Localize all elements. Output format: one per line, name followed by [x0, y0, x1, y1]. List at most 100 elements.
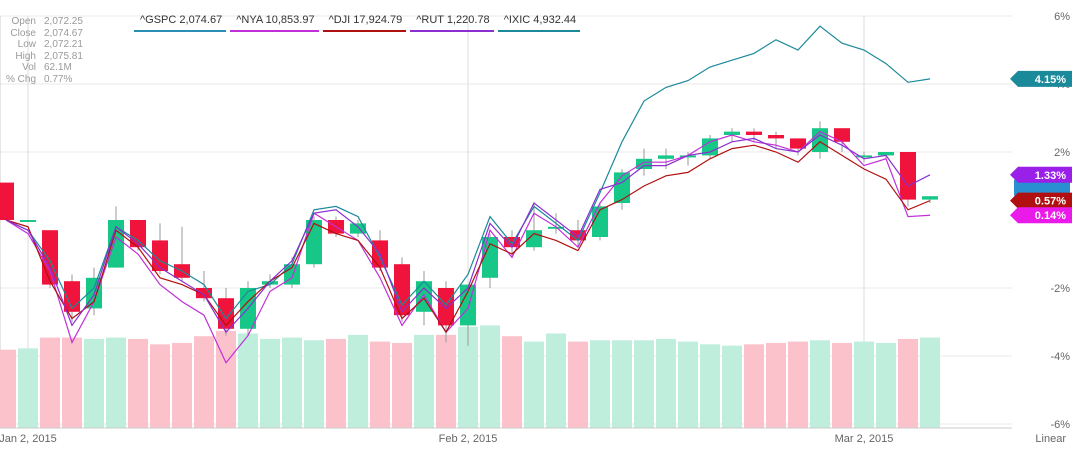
volume-bar	[0, 349, 16, 428]
price-tag: 4.15%	[1010, 70, 1072, 87]
ohlc-label: Open	[11, 16, 36, 27]
price-tag-label: 0.57%	[1035, 196, 1066, 208]
volume-bar	[920, 337, 940, 428]
candle-body	[284, 264, 300, 285]
volume-bar	[392, 342, 412, 428]
ohlc-value: 0.77%	[44, 73, 73, 85]
ohlc-row-low: Low 2,072.21	[4, 39, 83, 51]
x-tick-label: Jan 2, 2015	[0, 433, 57, 445]
candle-body	[878, 152, 894, 156]
series-line-dji	[5, 141, 931, 334]
y-tick-label: -6%	[1050, 419, 1070, 431]
candle-body	[350, 223, 366, 234]
volume-bar	[546, 333, 566, 428]
price-tags: 4.15% 1.33% 0.57% 0.14%	[1010, 70, 1072, 224]
volume-bar	[238, 333, 258, 428]
candle-body	[702, 138, 718, 156]
legend-item-rut[interactable]: ^RUT 1,220.78	[410, 12, 494, 32]
candle-body	[504, 237, 520, 248]
candle-body	[482, 237, 498, 278]
volume-bar	[436, 334, 456, 428]
volume-bar	[326, 338, 346, 428]
candle-body	[570, 230, 586, 241]
x-tick-label: Mar 2, 2015	[835, 433, 894, 445]
volume-bar	[700, 344, 720, 428]
price-tag-shape	[1010, 70, 1072, 87]
volume-bar	[458, 326, 478, 428]
legend-item-dji[interactable]: ^DJI 17,924.79	[322, 12, 407, 32]
candle-body	[0, 182, 14, 220]
volume-bar	[260, 338, 280, 428]
candle-body	[768, 135, 784, 139]
volume-bar	[414, 334, 434, 428]
series-line-rut	[5, 134, 931, 334]
candle-body	[20, 220, 36, 222]
volume-bar	[766, 342, 786, 428]
volume-bar	[128, 338, 148, 428]
volume-bar	[150, 344, 170, 428]
ohlc-row-high: High 2,075.81	[4, 51, 83, 63]
volume-bar	[194, 336, 214, 428]
price-tag-shape	[1010, 166, 1072, 183]
candle-body	[790, 138, 806, 149]
volume-bar	[590, 340, 610, 428]
candle-body	[592, 206, 608, 237]
candle-body	[724, 131, 740, 135]
y-tick-label: -4%	[1050, 351, 1070, 363]
volume-bar	[480, 325, 500, 428]
y-tick-label: 6%	[1054, 11, 1070, 23]
volume-bar	[744, 344, 764, 428]
volume-bar	[656, 338, 676, 428]
volume-bar	[348, 334, 368, 428]
volume-bar	[502, 336, 522, 428]
price-tag-shape	[1010, 207, 1072, 224]
legend-item-nya[interactable]: ^NYA 10,853.97	[230, 12, 319, 32]
volume-bar	[568, 341, 588, 428]
volume-bar	[832, 342, 852, 428]
candle-body	[548, 226, 564, 229]
price-tag-label: 4.15%	[1035, 74, 1066, 86]
ohlc-label: Low	[17, 39, 36, 51]
ohlc-row-open: Open 2,072.25	[4, 16, 83, 28]
hidden-price-tag	[1014, 179, 1070, 196]
ohlc-value: 2,074.67	[44, 27, 83, 39]
ohlc-row-vol: Vol 62.1M	[4, 62, 83, 74]
candle-body	[922, 196, 938, 200]
volume-bar	[84, 338, 104, 428]
ohlc-label: % Chg	[5, 73, 36, 85]
volume-bar	[304, 340, 324, 428]
volume-bar	[612, 340, 632, 428]
candle-body	[900, 152, 916, 200]
volume-bars	[0, 325, 940, 428]
candle-body	[614, 172, 630, 203]
volume-bar	[854, 341, 874, 428]
price-tag-label: 1.33%	[1035, 170, 1066, 182]
scale-mode-label: Linear	[1035, 433, 1066, 445]
series-line-ixic	[5, 25, 931, 320]
comparison-legend: ^GSPC 2,074.67 ^NYA 10,853.97 ^DJI 17,92…	[134, 12, 584, 32]
volume-bar	[216, 330, 236, 428]
volume-bar	[282, 337, 302, 428]
x-tick-label: Feb 2, 2015	[439, 433, 498, 445]
ohlc-readout: Open 2,072.25 Close 2,074.67 Low 2,072.21 H…	[4, 16, 83, 86]
candle-body	[262, 281, 278, 285]
volume-bar	[810, 340, 830, 428]
volume-bar	[106, 337, 126, 428]
ohlc-row-close: Close 2,074.67	[4, 28, 83, 40]
candle-body	[394, 264, 410, 316]
ohlc-value: 2,075.81	[44, 50, 83, 62]
candle-body	[218, 298, 234, 329]
candlesticks	[0, 121, 938, 346]
legend-item-gspc[interactable]: ^GSPC 2,074.67	[134, 12, 227, 32]
volume-bar	[678, 341, 698, 428]
y-tick-label: -2%	[1050, 283, 1070, 295]
series-line-nya	[5, 130, 931, 364]
legend-item-ixic[interactable]: ^IXIC 4,932.44	[497, 12, 581, 32]
volume-bar	[172, 342, 192, 428]
candle-body	[746, 131, 762, 135]
price-tag: 0.57%	[1010, 192, 1072, 209]
ohlc-label: High	[15, 50, 36, 62]
volume-bar	[722, 345, 742, 428]
